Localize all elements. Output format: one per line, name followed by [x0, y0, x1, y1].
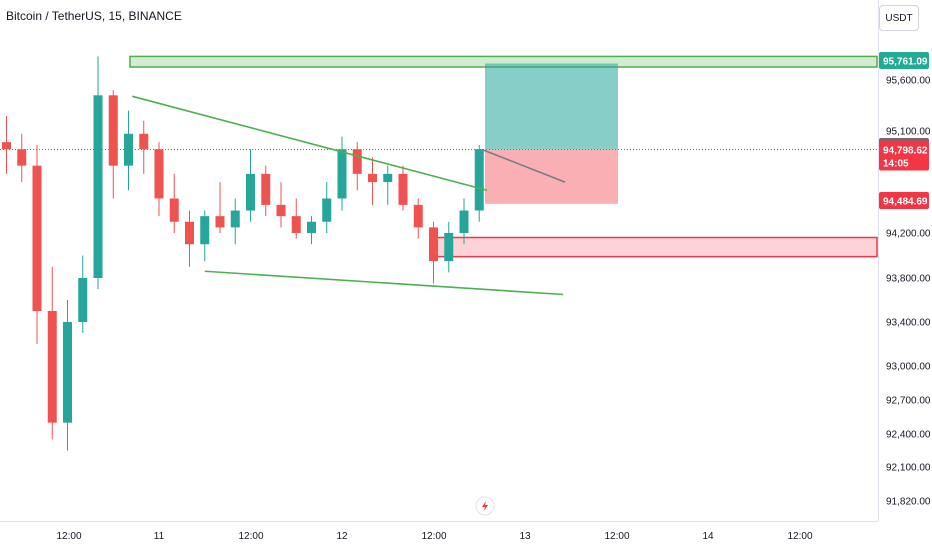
candles-group	[2, 56, 484, 451]
price-tag-current-text: 94,798.62	[883, 145, 928, 156]
candle-body-19	[185, 221, 194, 245]
candle-body-21	[215, 216, 225, 228]
y-tick-label: 91,820.00	[886, 497, 931, 508]
y-tick-label: 95,100.00	[886, 127, 931, 138]
target-zone[interactable]	[485, 63, 618, 150]
candle-body-11	[63, 322, 72, 423]
x-tick-label: 12	[336, 531, 348, 542]
candle-body-24	[261, 173, 271, 205]
candle-body-30	[352, 149, 362, 174]
candle-body-32	[383, 173, 393, 183]
currency-button[interactable]: USDT	[879, 5, 919, 31]
price-tag-stop	[879, 192, 929, 209]
candle-body-38	[474, 149, 484, 211]
candle-body-14	[108, 95, 118, 166]
candle-body-26	[291, 216, 301, 233]
candle-body-28	[322, 198, 332, 222]
candle-body-25	[276, 204, 286, 217]
x-tick-label: 12:00	[421, 531, 446, 542]
y-tick-label: 92,700.00	[886, 396, 931, 407]
lightning-icon[interactable]	[475, 496, 495, 516]
candle-body-8	[17, 149, 27, 166]
x-tick-label: 11	[154, 531, 165, 542]
candle-body-23	[246, 173, 255, 211]
y-tick-label: 92,100.00	[886, 463, 931, 474]
candle-body-35	[429, 227, 438, 262]
price-tag-resistance	[879, 52, 929, 69]
price-tag-stop-text: 94,484.69	[883, 197, 928, 208]
candle-body-37	[459, 210, 469, 233]
plot-background	[0, 0, 878, 521]
x-tick-label: 14	[702, 531, 714, 542]
candle-body-27	[307, 221, 316, 233]
price-tags: 95,761.0994,813.6294,798.6214:0594,484.6…	[879, 52, 929, 209]
support-zone[interactable]	[431, 236, 878, 258]
symbol-title: Bitcoin / TetherUS, 15, BINANCE	[6, 9, 182, 23]
x-tick-label: 12:00	[787, 531, 812, 542]
candle-body-34	[413, 204, 423, 228]
candle-body-18	[169, 198, 179, 222]
candle-body-17	[154, 149, 164, 199]
candle-body-9	[32, 165, 42, 311]
x-tick-label: 12:00	[604, 531, 629, 542]
y-tick-label: 93,000.00	[886, 362, 931, 373]
price-axis[interactable]: 95,600.00 95,100.00 94,200.00 93,800.00 93,4…	[886, 76, 931, 508]
candle-body-33	[398, 173, 408, 205]
price-tag-resistance-text: 95,761.09	[883, 57, 928, 68]
candle-body-29	[337, 149, 347, 199]
x-tick-label: 12:00	[238, 531, 263, 542]
lower-trendline[interactable]	[204, 270, 564, 296]
y-tick-label: 95,600.00	[886, 76, 931, 87]
candle-body-10	[47, 311, 57, 423]
candle-body-20	[200, 216, 210, 245]
candle-body-15	[124, 133, 133, 166]
x-tick-label: 12:00	[56, 531, 81, 542]
y-tick-label: 92,400.00	[886, 430, 931, 441]
y-tick-label: 93,400.00	[886, 318, 931, 329]
time-axis[interactable]: 12:00 11 12:00 12 12:00 13 12:00 14 12:00	[56, 531, 812, 542]
x-tick-label: 13	[519, 531, 531, 542]
candle-body-22	[230, 210, 240, 228]
projection-line[interactable]	[481, 148, 566, 183]
candle-body-13	[93, 95, 103, 278]
candle-body-12	[78, 278, 88, 322]
price-tag-countdown: 14:05	[883, 158, 909, 169]
candle-body-7	[2, 142, 11, 150]
price-tag-current	[879, 140, 929, 171]
y-tick-label: 93,800.00	[886, 274, 931, 285]
candle-body-16	[139, 133, 149, 150]
candle-body-36	[444, 233, 454, 262]
y-tick-label: 94,200.00	[886, 229, 931, 240]
upper-trendline[interactable]	[132, 95, 488, 192]
candle-body-31	[368, 173, 377, 183]
